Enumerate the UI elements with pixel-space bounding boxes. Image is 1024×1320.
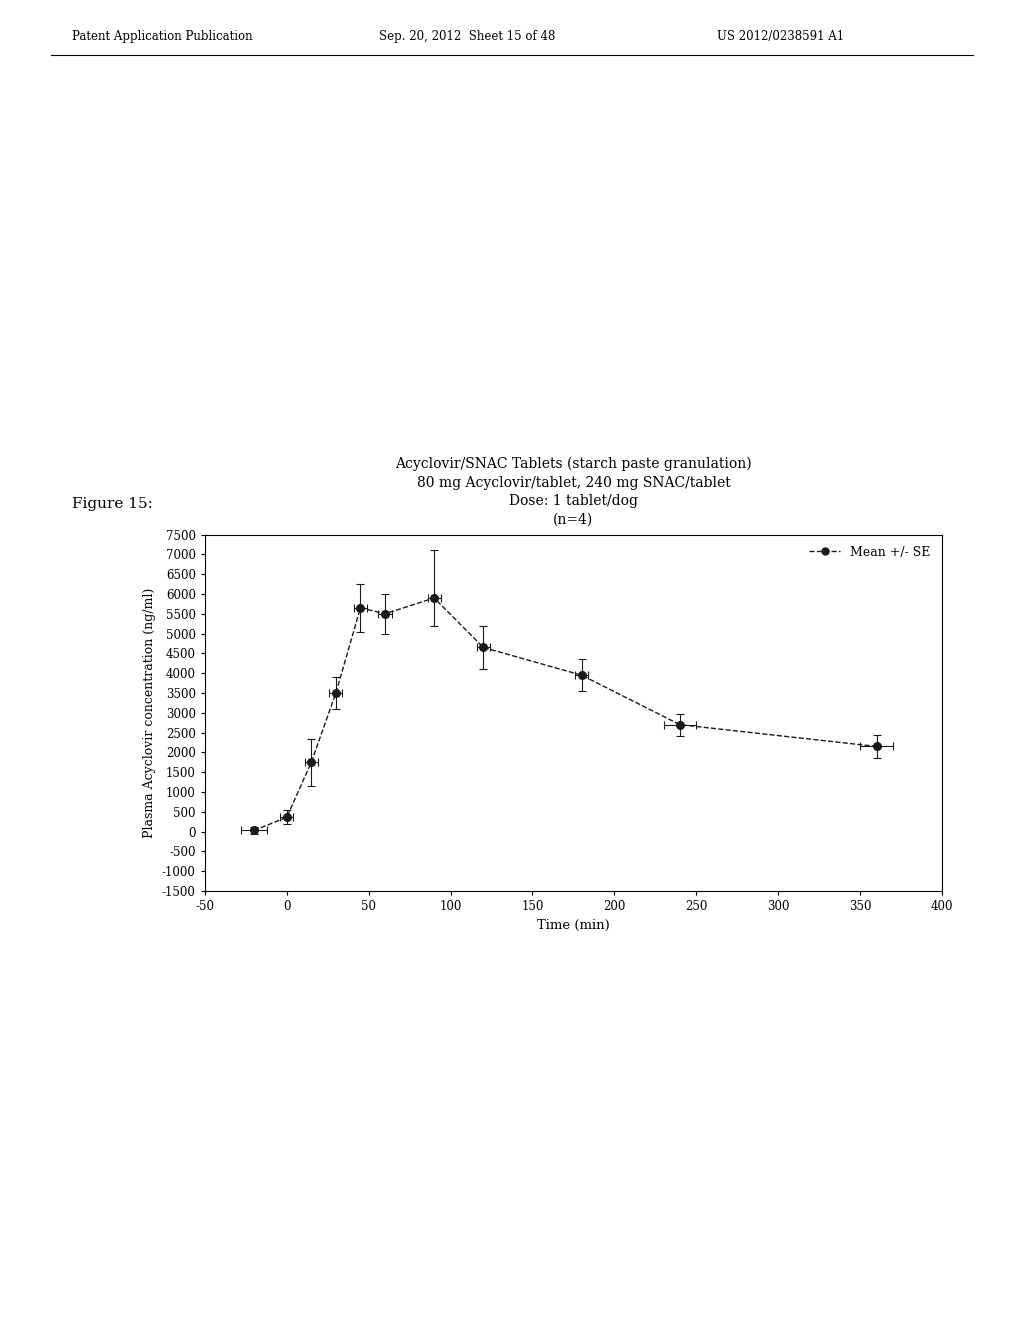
- Title: Acyclovir/SNAC Tablets (starch paste granulation)
80 mg Acyclovir/tablet, 240 mg: Acyclovir/SNAC Tablets (starch paste gra…: [395, 457, 752, 527]
- Text: Sep. 20, 2012  Sheet 15 of 48: Sep. 20, 2012 Sheet 15 of 48: [379, 29, 555, 42]
- X-axis label: Time (min): Time (min): [537, 919, 610, 932]
- Text: US 2012/0238591 A1: US 2012/0238591 A1: [717, 29, 844, 42]
- Text: Patent Application Publication: Patent Application Publication: [72, 29, 252, 42]
- Text: Figure 15:: Figure 15:: [72, 498, 153, 511]
- Y-axis label: Plasma Acyclovir concentration (ng/ml): Plasma Acyclovir concentration (ng/ml): [143, 587, 157, 838]
- Legend: Mean +/- SE: Mean +/- SE: [804, 541, 936, 564]
